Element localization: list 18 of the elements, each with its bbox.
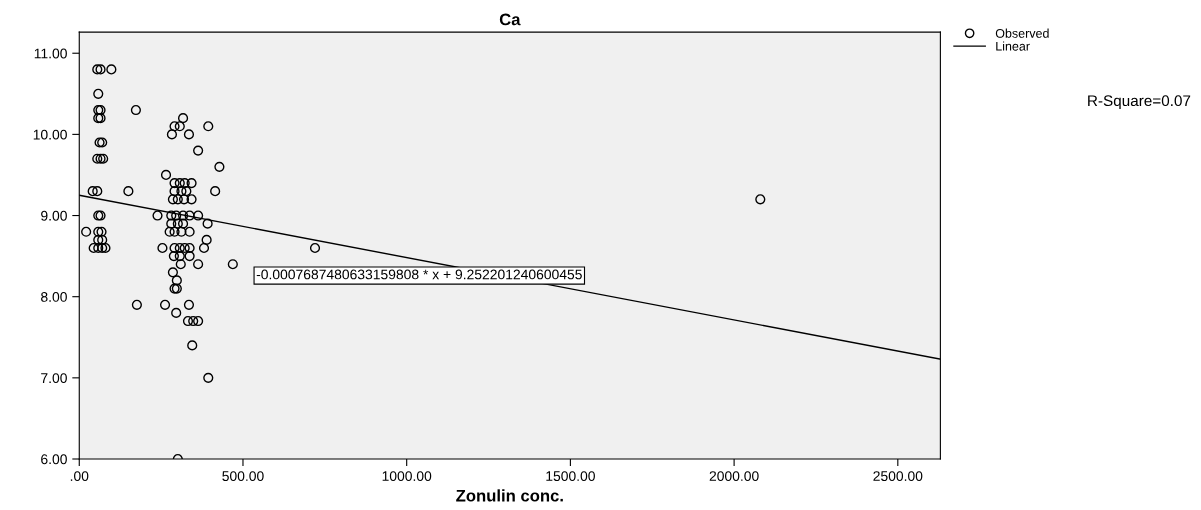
x-tick-label: 2500.00 bbox=[873, 471, 923, 482]
y-tick-label: 11.00 bbox=[34, 48, 67, 59]
y-tick-label: 8.00 bbox=[41, 292, 67, 302]
text: R-Square=0.07 bbox=[1088, 95, 1191, 110]
y-tick-label: 7.00 bbox=[41, 373, 67, 384]
x-axis-title: Zonulin conc. bbox=[456, 489, 563, 502]
x-tick-label: 1000.00 bbox=[382, 471, 432, 482]
x-tick-label: 500.00 bbox=[222, 471, 264, 482]
y-tick-label: 9.00 bbox=[41, 210, 67, 221]
legend-label: Linear bbox=[996, 41, 1030, 51]
x-tick-label: 1500.00 bbox=[546, 471, 595, 482]
y-tick-label: 6.00 bbox=[41, 454, 67, 465]
chart-title: Ca bbox=[499, 13, 521, 26]
annotation: -0.0007687480633159808 * x + 9.252201240600455 bbox=[256, 269, 582, 280]
legend-label: Observed bbox=[995, 28, 1049, 38]
x-tick-label: 2000.00 bbox=[709, 471, 759, 482]
y-tick-label: 10.00 bbox=[33, 129, 67, 140]
x-tick-label: .00 bbox=[70, 471, 89, 482]
